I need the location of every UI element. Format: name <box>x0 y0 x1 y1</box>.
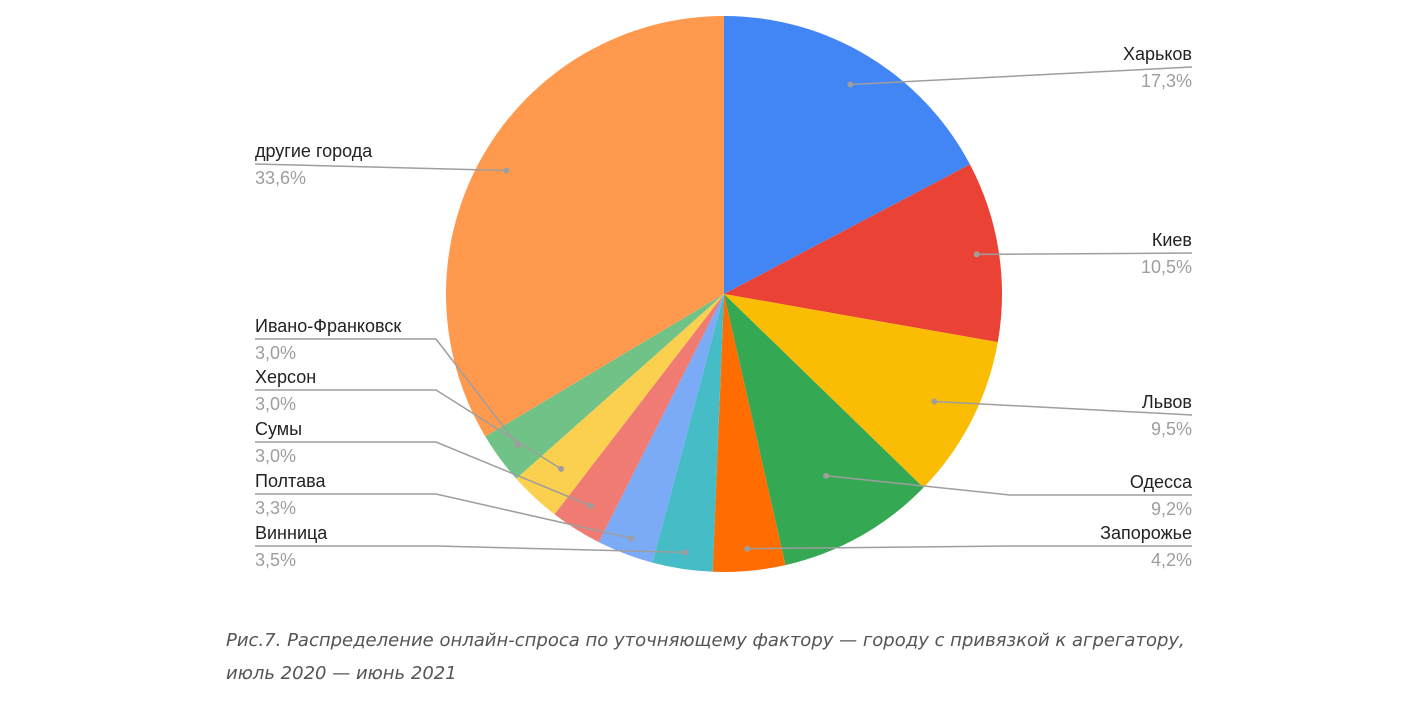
slice-value-label: 3,0% <box>255 394 296 414</box>
slice-label: Киев <box>1152 230 1192 250</box>
leader-dot <box>973 251 980 258</box>
slice-value-label: 3,5% <box>255 550 296 570</box>
pie-slice <box>554 294 724 543</box>
leader-dot <box>744 545 751 552</box>
leader-lines <box>254 66 1193 556</box>
leader-line <box>255 389 562 470</box>
slice-labels: Харьков 17,3% Киев 10,5% Львов 9,5% Одесса 9,2%… <box>255 44 1193 570</box>
slice-label: Львов <box>1142 392 1192 412</box>
leader-dot <box>503 167 510 174</box>
leader-line <box>255 493 632 539</box>
pie-slice <box>652 294 724 572</box>
pie-chart: Харьков 17,3% Киев 10,5% Львов 9,5% Одесса 9,2%… <box>254 16 1193 572</box>
pie-slice <box>712 294 786 572</box>
slice-label: другие города <box>255 141 373 161</box>
pie-slice <box>724 294 998 488</box>
slice-label: Одесса <box>1130 472 1193 492</box>
leader-dot <box>931 398 938 405</box>
leader-line <box>254 163 507 172</box>
slice-value-label: 9,2% <box>1151 499 1192 519</box>
pie-slice <box>598 294 724 563</box>
leader-line <box>825 475 1192 496</box>
slice-label: Винница <box>255 523 328 543</box>
slice-label: Полтава <box>255 471 326 491</box>
leader-line <box>255 441 592 507</box>
pie-slice <box>516 294 724 515</box>
slice-value-label: 17,3% <box>1141 71 1192 91</box>
slice-label: Запорожье <box>1100 523 1192 543</box>
slice-value-label: 3,0% <box>255 343 296 363</box>
leader-dot <box>558 465 565 472</box>
slice-label: Херсон <box>255 367 316 387</box>
caption-line-1: Рис.7. Распределение онлайн-спроса по ут… <box>226 630 1185 651</box>
slice-label: Сумы <box>255 419 302 439</box>
leader-dot <box>514 442 521 449</box>
leader-dot <box>823 472 830 479</box>
leader-dot <box>681 549 688 556</box>
leader-dot <box>627 535 634 542</box>
leader-line <box>850 66 1193 86</box>
slice-value-label: 9,5% <box>1151 419 1192 439</box>
leader-dot <box>847 81 854 88</box>
pie-slice <box>724 16 970 294</box>
leader-line <box>976 252 1193 256</box>
leader-line <box>747 545 1192 550</box>
pie-slice <box>724 294 924 566</box>
slice-label: Харьков <box>1123 44 1192 64</box>
slice-value-label: 3,3% <box>255 498 296 518</box>
slice-value-label: 33,6% <box>255 168 306 188</box>
pie-slice <box>445 16 724 437</box>
pie-chart-svg: Харьков 17,3% Киев 10,5% Львов 9,5% Одесса 9,2%… <box>254 16 1193 572</box>
leader-line <box>255 338 519 446</box>
leader-line <box>255 545 685 554</box>
caption-line-2: июль 2020 — июнь 2021 <box>226 663 457 684</box>
pie-slice <box>724 164 1002 343</box>
pie-slices <box>445 16 1002 572</box>
slice-value-label: 10,5% <box>1141 257 1192 277</box>
slice-label: Ивано-Франковск <box>255 316 401 336</box>
slice-value-label: 3,0% <box>255 446 296 466</box>
slice-value-label: 4,2% <box>1151 550 1192 570</box>
leader-dot <box>587 502 594 509</box>
figure-caption: Рис.7. Распределение онлайн-спроса по ут… <box>226 624 1226 690</box>
leader-line <box>934 400 1193 416</box>
pie-slice <box>485 294 724 479</box>
